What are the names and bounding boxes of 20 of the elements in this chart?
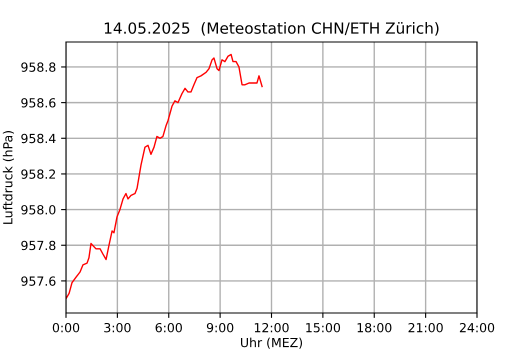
x-tick-label: 15:00	[306, 322, 340, 332]
x-axis-title: Uhr (MEZ)	[240, 338, 302, 349]
x-tick-label: 9:00	[206, 322, 234, 332]
x-tick-label: 0:00	[52, 322, 80, 332]
x-tick-label: 18:00	[358, 322, 392, 332]
y-tick-label: 958.6	[21, 98, 56, 108]
y-tick-label: 958.2	[21, 169, 56, 179]
y-tick-label: 957.8	[21, 240, 56, 250]
line-series	[66, 54, 263, 300]
x-tick-label: 21:00	[408, 322, 443, 332]
y-tick-label: 958.8	[21, 62, 56, 72]
x-tick-label: 24:00	[460, 322, 494, 332]
x-tick-label: 6:00	[156, 322, 182, 332]
x-tick-label: 12:00	[254, 322, 289, 332]
y-tick-label: 958.4	[21, 134, 56, 144]
x-tick-label: 3:00	[104, 322, 131, 332]
y-axis-title: Luftdruck (hPa)	[2, 131, 14, 224]
y-tick-label: 957.6	[21, 276, 56, 286]
chart-title: 14.05.2025 (Meteostation CHN/ETH Zürich)	[104, 22, 439, 36]
y-tick-label: 958.0	[21, 205, 56, 215]
